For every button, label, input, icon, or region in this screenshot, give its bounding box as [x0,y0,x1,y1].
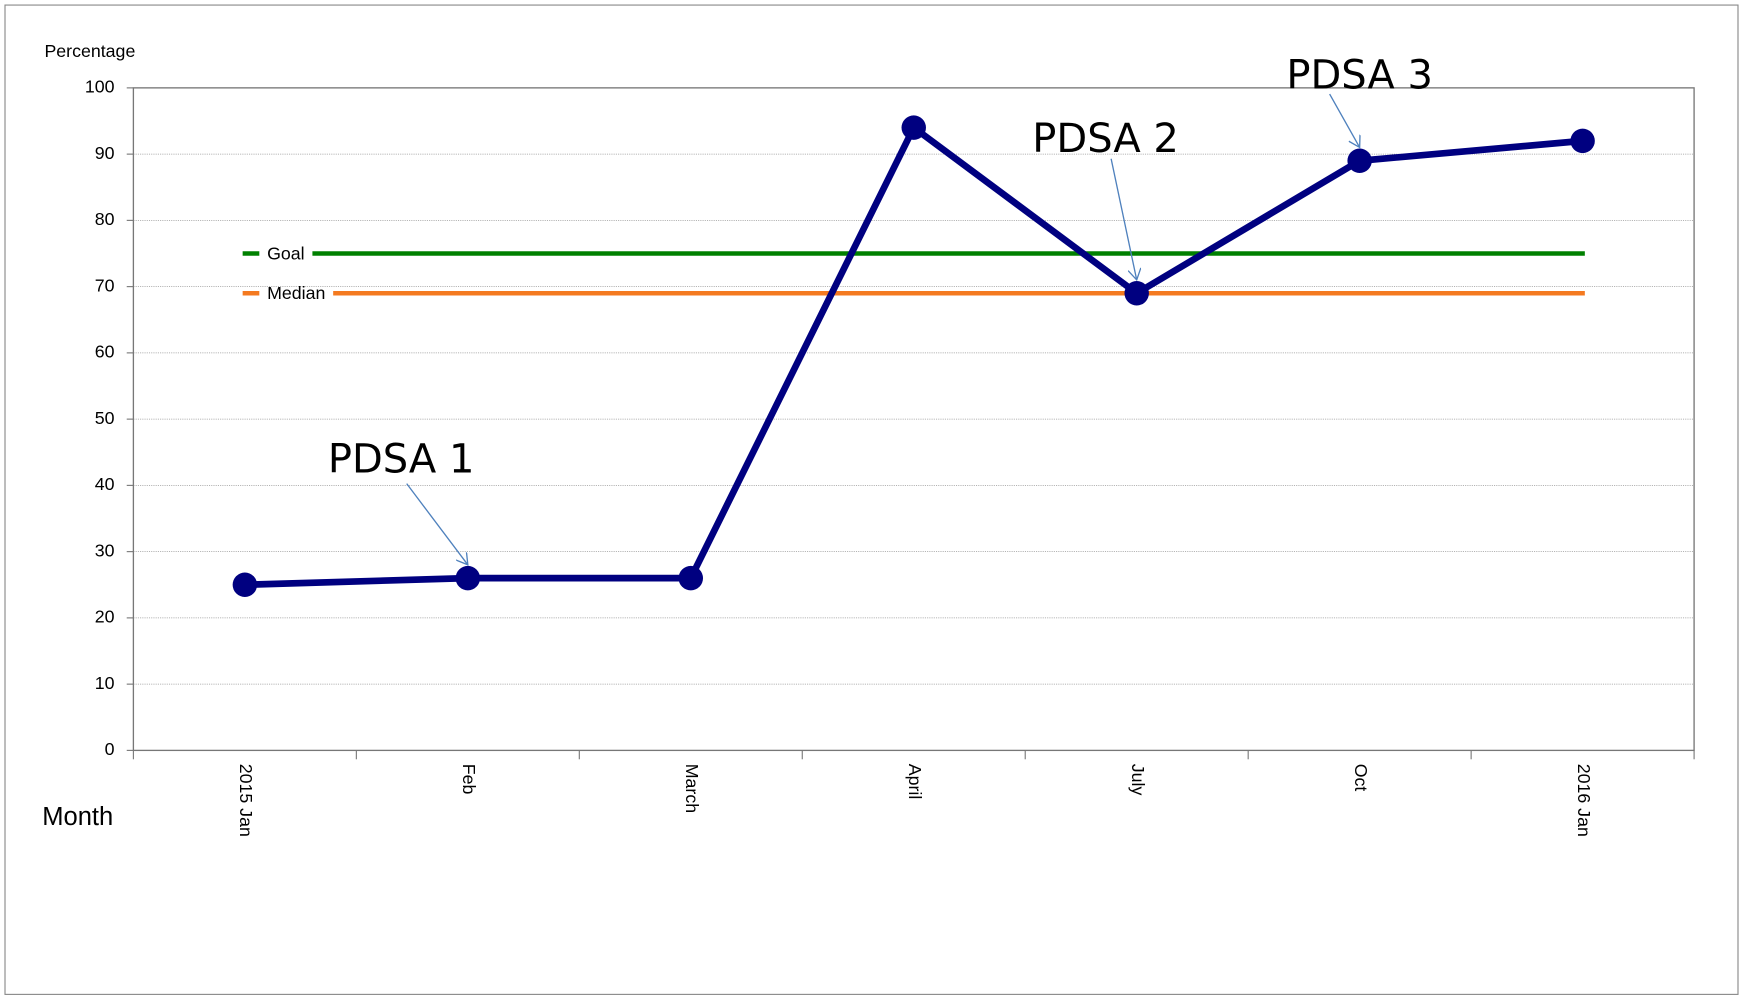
y-tick-label: 80 [95,209,115,229]
annotation-arrow [406,483,468,565]
y-tick-label: 90 [95,143,115,163]
series-marker [901,115,926,140]
plot-border [132,87,1695,752]
y-tick-label: 60 [95,342,115,362]
annotation-arrow [1110,158,1137,280]
reference-label-bg [259,249,313,258]
x-tick-label: March [682,764,702,813]
annotation: PDSA 2 [1032,116,1179,162]
series-marker [455,565,481,591]
x-tick-label: April [905,764,925,800]
series-marker [232,572,258,597]
y-tick-label: 0 [105,739,115,759]
x-tick-label: Oct [1351,764,1371,792]
y-tick-label: 10 [95,673,115,693]
series-marker [678,565,704,591]
reference-label-bg [259,288,334,298]
x-tick-label: Feb [459,764,479,795]
series-marker [1570,128,1595,154]
series-marker [1347,148,1372,173]
x-tick-label: 2016 Jan [1574,764,1594,837]
x-axis-label: Month [42,803,113,831]
y-tick-label: 100 [85,77,115,97]
chart-border [4,4,1739,995]
annotation-arrow [1329,93,1360,147]
series-marker [1124,281,1149,306]
reference-label: Median [267,283,325,303]
y-tick-label: 40 [95,474,115,494]
annotation: PDSA 3 [1286,52,1433,98]
y-tick-label: 30 [95,540,115,560]
y-tick-label: 20 [95,607,115,627]
y-tick-label: 50 [95,408,115,428]
x-tick-label: 2015 Jan [236,764,256,837]
y-axis-label: Percentage [44,41,135,61]
reference-label: Goal [267,243,305,263]
annotation: PDSA 1 [328,436,475,482]
y-tick-label: 70 [95,275,115,295]
x-tick-label: July [1128,764,1148,796]
